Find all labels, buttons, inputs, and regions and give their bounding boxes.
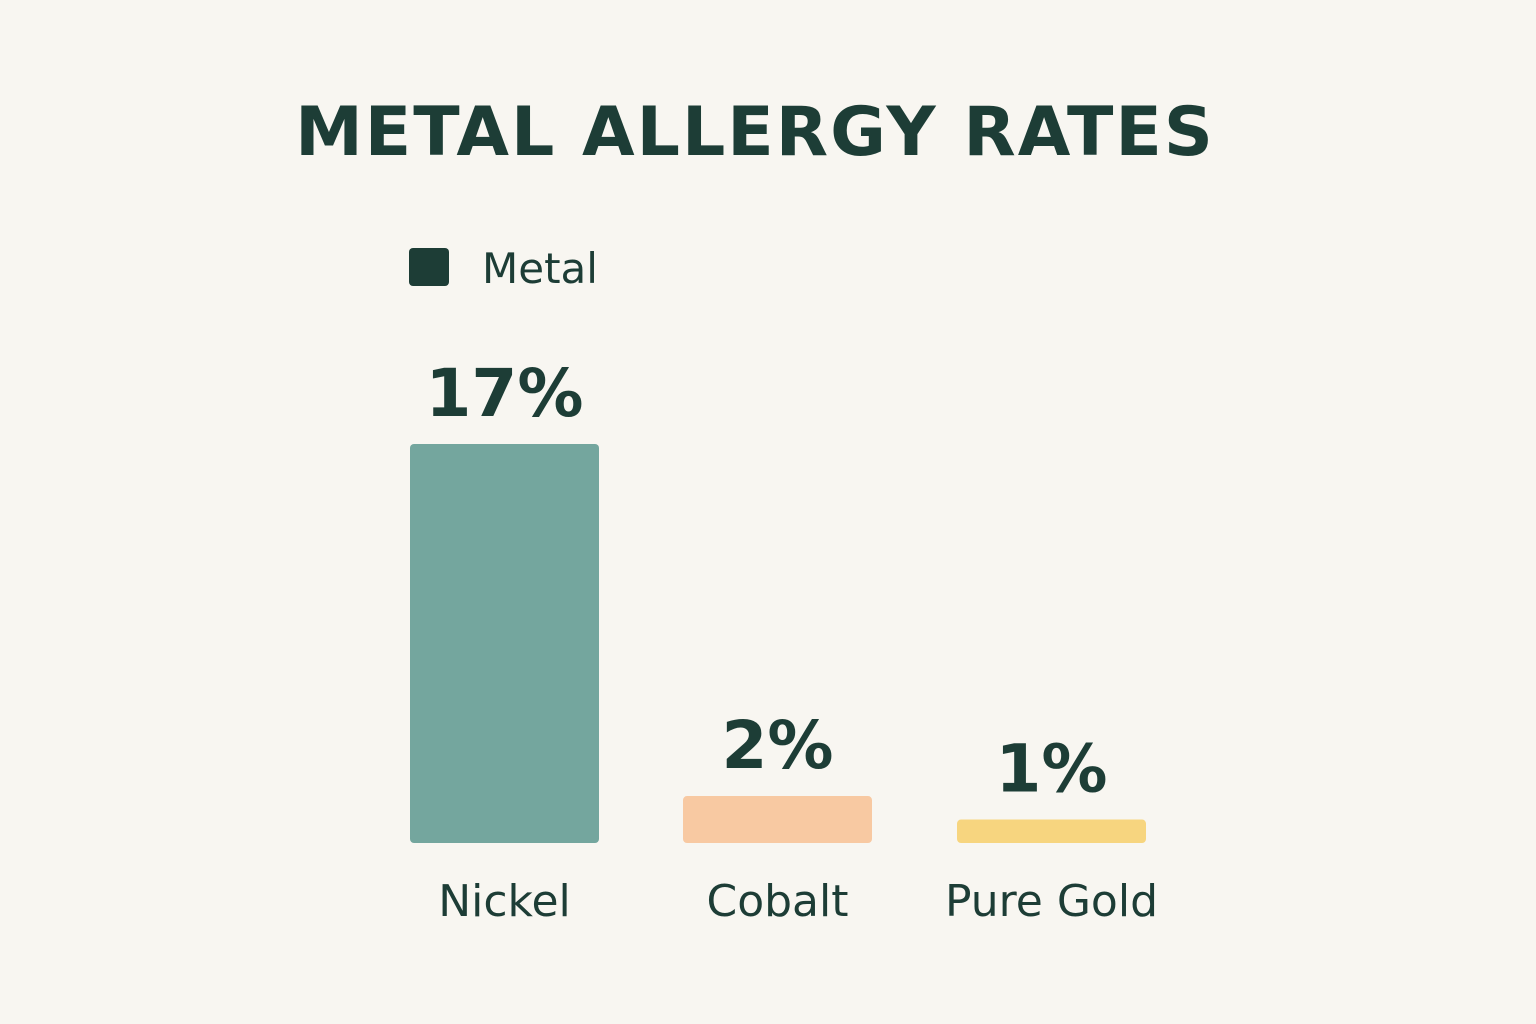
- category-label-pure-gold: Pure Gold: [945, 876, 1158, 927]
- value-label-pure-gold: 1%: [995, 731, 1107, 808]
- category-labels-layer: Nickel Cobalt Pure Gold: [438, 876, 1158, 927]
- legend-swatch: [409, 248, 449, 286]
- category-label-nickel: Nickel: [438, 876, 571, 927]
- bar-pure-gold: [957, 819, 1146, 843]
- value-labels-layer: 17% 2% 1%: [426, 355, 1108, 808]
- bar-nickel: [410, 444, 599, 843]
- chart-title: METAL ALLERGY RATES: [295, 93, 1215, 172]
- category-label-cobalt: Cobalt: [706, 876, 848, 927]
- value-label-cobalt: 2%: [721, 707, 833, 784]
- legend: Metal: [409, 244, 598, 293]
- legend-label: Metal: [482, 244, 598, 293]
- value-label-nickel: 17%: [426, 355, 584, 432]
- bars-layer: [410, 444, 1146, 843]
- bar-cobalt: [683, 796, 872, 843]
